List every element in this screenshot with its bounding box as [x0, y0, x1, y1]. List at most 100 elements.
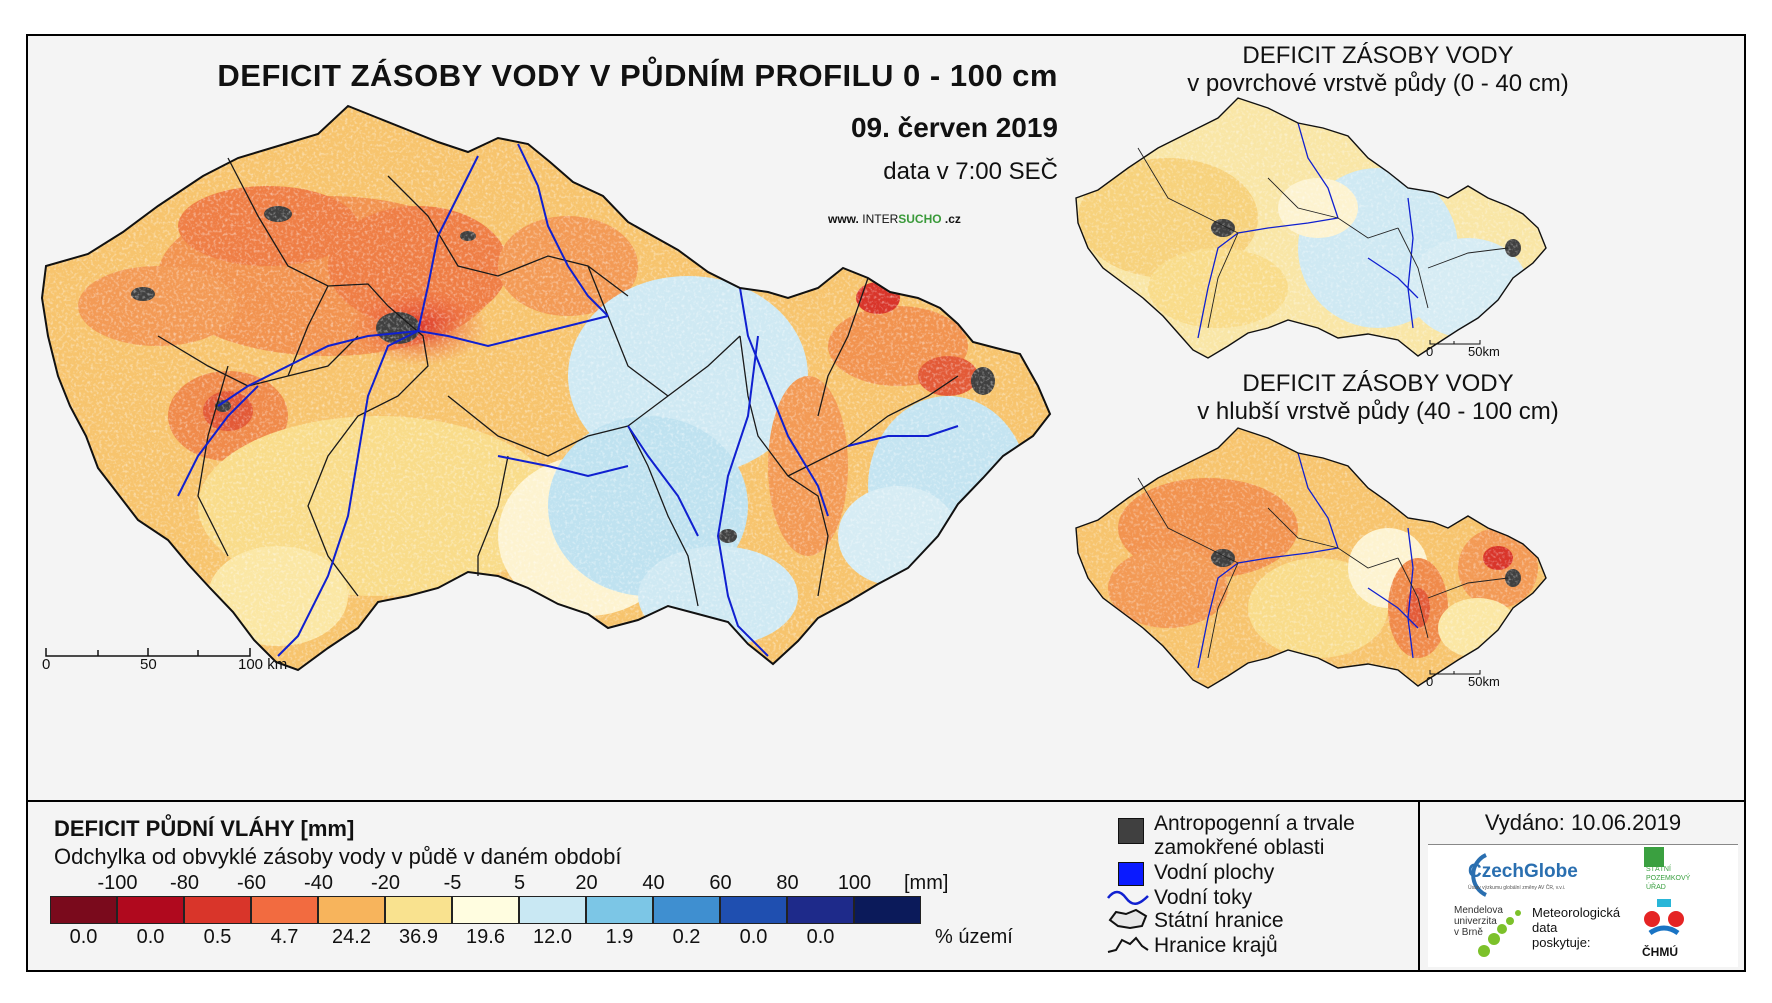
map-frame: 0 50 100 km DEFICIT ZÁSOBY VODY V PŮDNÍM… [26, 34, 1746, 972]
legend-break-label: 100 [837, 872, 872, 894]
anthropogenic-label-line1: Antropogenní a trvale [1154, 812, 1355, 835]
website-logo: www. INTERSUCHO .cz [828, 212, 961, 226]
inset-bottom-map [1075, 427, 1547, 689]
website-suffix: .cz [944, 212, 961, 226]
inset-bottom-title-line1: DEFICIT ZÁSOBY VODY [1242, 370, 1514, 397]
state-border [40, 104, 1052, 672]
spu-logo: STÁTNÍ POZEMKOVÝ ÚŘAD [1646, 865, 1690, 892]
website-name-b: SUCHO [898, 212, 942, 226]
meteo-line2: data [1532, 920, 1558, 935]
website-prefix: www. [828, 212, 859, 226]
legend-color-cells [50, 896, 921, 924]
legend-break-label: -100 [97, 872, 138, 894]
spu-logo-icon [1644, 847, 1664, 867]
legend-color-cell [184, 896, 251, 924]
anthropogenic-label-line2: zamokřené oblasti [1154, 836, 1325, 859]
legend-break-label: 60 [709, 872, 732, 894]
main-scale-label-0: 0 [42, 656, 51, 673]
legend-color-cell [720, 896, 787, 924]
inset-top-title: DEFICIT ZÁSOBY VODY v povrchové vrstvě p… [1098, 42, 1658, 98]
spu-line2: POZEMKOVÝ [1646, 875, 1691, 882]
legend-percentage: 0.0 [806, 926, 835, 948]
legend-percentage: 24.2 [332, 926, 371, 948]
legend-break-label: 5 [513, 872, 526, 894]
legend-color-cell [50, 896, 117, 924]
main-scale-label-100: 100 km [238, 656, 288, 673]
inset-top-map [1075, 97, 1547, 359]
legend-color-cell [787, 896, 854, 924]
mendel-line3: v Brně [1454, 927, 1483, 938]
rivers-label: Vodní toky [1154, 886, 1253, 909]
legend-percentage: 0.0 [69, 926, 98, 948]
legend-panel: DEFICIT PŮDNÍ VLÁHY [mm] Odchylka od obv… [28, 800, 1744, 972]
legend-break-label: -20 [371, 872, 400, 894]
issued-date: Vydáno: 10.06.2019 [1484, 810, 1682, 835]
legend-percentage: 36.9 [399, 926, 438, 948]
region-borders [157, 157, 959, 607]
meteo-line1: Meteorologická [1532, 905, 1621, 920]
state-border-icon [1108, 908, 1148, 930]
inset-top-title-line2: v povrchové vrstvě půdy (0 - 40 cm) [1187, 70, 1569, 97]
legend-percentage: 0.2 [672, 926, 701, 948]
legend-percentage: 0.5 [203, 926, 232, 948]
river-line-icon [1107, 890, 1149, 905]
chmu-logo-icon [1644, 899, 1684, 936]
inset-top-title-line1: DEFICIT ZÁSOBY VODY [1242, 42, 1514, 69]
legend-percentage: 4.7 [270, 926, 299, 948]
anthropogenic-label: Antropogenní a trvale zamokřené oblasti [1154, 812, 1355, 860]
legend-break-label: -40 [304, 872, 333, 894]
legend-percent-label: % území [935, 926, 1013, 948]
main-title: DEFICIT ZÁSOBY VODY V PŮDNÍM PROFILU 0 -… [217, 58, 1058, 93]
legend-break-label: -60 [237, 872, 266, 894]
legend-color-cell [117, 896, 184, 924]
legend-percentage: 0.0 [136, 926, 165, 948]
legend-title: DEFICIT PŮDNÍ VLÁHY [mm] [54, 816, 355, 841]
main-scale-bar [45, 648, 251, 657]
legend-break-label: 80 [776, 872, 799, 894]
legend-percentage: 1.9 [605, 926, 634, 948]
czechglobe-arc-icon [1471, 853, 1487, 897]
water-bodies-swatch [1118, 862, 1144, 886]
legend-breaks: -100 -80 -60 -40 -20 -5 5 20 40 60 80 100 [84, 872, 888, 895]
legend-color-cell [519, 896, 586, 924]
legend-color-cell [318, 896, 385, 924]
mendel-line2: univerzita [1454, 916, 1497, 927]
legend-color-cell [854, 896, 921, 924]
region-border-icon [1107, 936, 1149, 953]
legend-color-cell [251, 896, 318, 924]
main-scale-label-50: 50 [140, 656, 157, 673]
main-date: 09. červen 2019 [850, 112, 1058, 143]
inset-top-scale-0: 0 [1426, 344, 1434, 359]
maps-area: 0 50 100 km DEFICIT ZÁSOBY VODY V PŮDNÍM… [28, 36, 1744, 798]
legend-break-label: -5 [443, 872, 462, 894]
main-map [40, 104, 1052, 672]
inset-bottom-scale-50: 50km [1468, 674, 1500, 689]
legend-subtitle: Odchylka od obvyklé zásoby vody v půdě v… [54, 844, 622, 869]
mendel-logo: Mendelova univerzita v Brně [1454, 905, 1503, 938]
chmu-logo: ČHMÚ [1642, 945, 1678, 959]
inset-bottom-title: DEFICIT ZÁSOBY VODY v hlubší vrstvě půdy… [1098, 370, 1658, 426]
meteo-data-text: Meteorologická data poskytuje: [1532, 905, 1620, 950]
spu-line1: STÁTNÍ [1646, 866, 1671, 873]
mendel-line1: Mendelova [1454, 905, 1503, 916]
legend-color-cell [452, 896, 519, 924]
rivers [177, 143, 959, 657]
legend-percentages: 0.0 0.0 0.5 4.7 24.2 36.9 19.6 12.0 1.9 0.2 0.0 0.0 [50, 926, 854, 949]
legend-percentage: 12.0 [533, 926, 572, 948]
region-border-label: Hranice krajů [1154, 934, 1278, 957]
legend-break-label: -80 [170, 872, 199, 894]
legend-color-cell [586, 896, 653, 924]
czechglobe-logo: CzechGlobe [1468, 861, 1578, 882]
main-time: data v 7:00 SEČ [883, 158, 1058, 185]
legend-color-cell [385, 896, 452, 924]
legend-percentage: 19.6 [466, 926, 505, 948]
inset-bottom-scale-0: 0 [1426, 674, 1434, 689]
state-border-label: Státní hranice [1154, 909, 1284, 932]
water-bodies-label: Vodní plochy [1154, 861, 1275, 884]
spu-line3: ÚŘAD [1646, 884, 1666, 891]
partner-logos: CzechGlobe Ústav výzkumu globální změny … [1428, 844, 1738, 967]
inset-bottom-title-line2: v hlubší vrstvě půdy (40 - 100 cm) [1197, 398, 1559, 425]
website-name-a: INTER [862, 212, 899, 226]
anthropogenic-swatch [1118, 818, 1144, 844]
inset-top-scale-50: 50km [1468, 344, 1500, 359]
